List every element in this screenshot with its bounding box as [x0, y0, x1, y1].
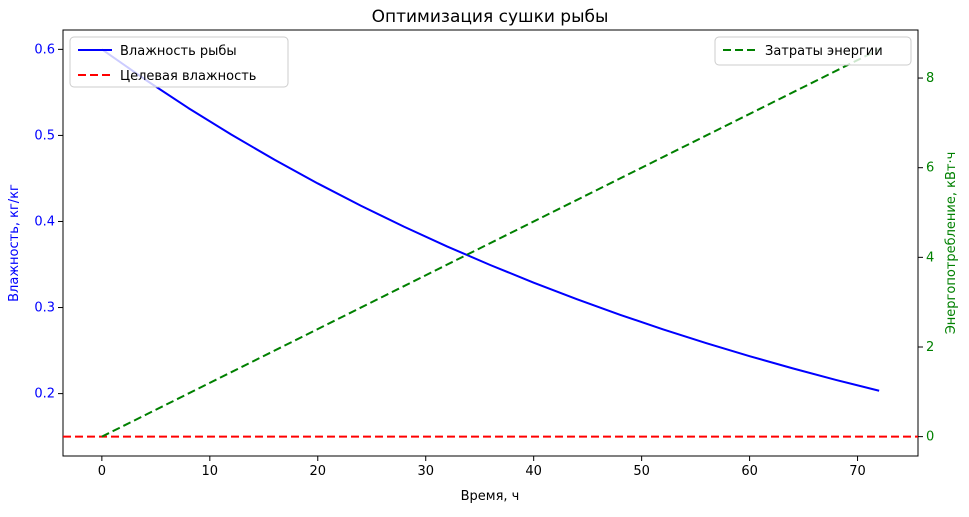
moisture-series-line [101, 48, 880, 392]
plot-frame [62, 29, 919, 457]
y-right-tick-label: 0 [926, 430, 934, 445]
legend-right: Затраты энергии [714, 36, 912, 66]
energy-series-line [101, 48, 880, 438]
x-tick-label: 0 [98, 464, 106, 479]
y-axis-left: 0.2 0.3 0.4 0.5 0.6 [34, 42, 63, 402]
legend-moisture-label: Влажность рыбы [120, 44, 237, 59]
y-right-tick-label: 4 [926, 250, 934, 265]
y-right-tick-label: 8 [926, 71, 934, 86]
y-left-tick-label: 0.3 [34, 301, 55, 316]
y-left-tick-label: 0.4 [34, 214, 55, 229]
y-left-tick-label: 0.6 [34, 42, 55, 57]
x-tick-label: 20 [309, 464, 326, 479]
legend-right-box [714, 36, 912, 66]
x-tick-label: 60 [741, 464, 758, 479]
x-axis: 0 10 20 30 40 50 60 70 [98, 456, 866, 479]
y-right-tick-label: 2 [926, 340, 934, 355]
y-axis-left-label: Влажность, кг/кг [7, 184, 22, 302]
legend-energy-label: Затраты энергии [765, 44, 883, 59]
y-axis-right: 0 2 4 6 8 [918, 71, 934, 445]
x-tick-label: 40 [525, 464, 542, 479]
x-tick-label: 10 [202, 464, 219, 479]
legend-left-box [69, 36, 289, 88]
chart-title: Оптимизация сушки рыбы [372, 7, 609, 27]
x-tick-label: 30 [417, 464, 434, 479]
legend-target-label: Целевая влажность [120, 69, 256, 84]
legend-left: Влажность рыбы Целевая влажность [69, 36, 289, 88]
y-right-tick-label: 6 [926, 161, 934, 176]
series-group [63, 48, 918, 438]
y-axis-right-label: Энергопотребление, кВт·ч [944, 152, 959, 335]
x-tick-label: 50 [633, 464, 650, 479]
y-left-tick-label: 0.5 [34, 128, 55, 143]
y-left-tick-label: 0.2 [34, 387, 55, 402]
plot-frame-group [62, 29, 919, 457]
x-axis-label: Время, ч [461, 489, 520, 504]
x-tick-label: 70 [849, 464, 866, 479]
